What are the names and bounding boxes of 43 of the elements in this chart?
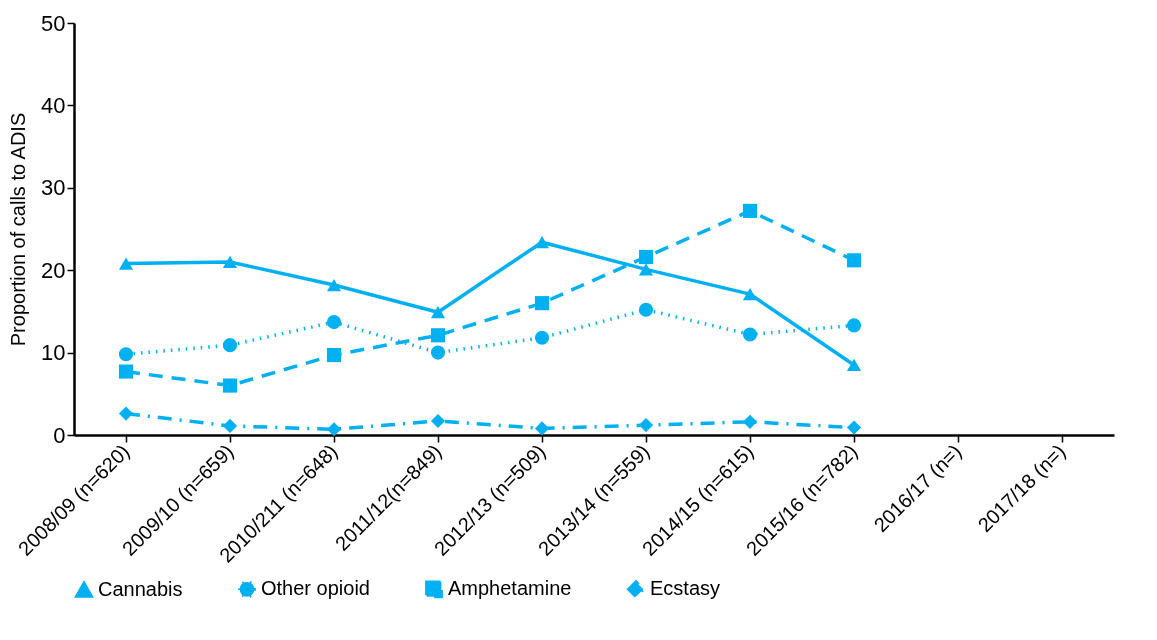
point <box>534 421 550 436</box>
legend-label: Other opioid <box>261 577 370 600</box>
point <box>742 327 758 342</box>
point <box>846 420 862 435</box>
point <box>846 318 862 333</box>
point <box>326 278 342 292</box>
point <box>430 306 446 319</box>
point <box>742 287 758 301</box>
point <box>534 236 550 249</box>
point <box>118 406 134 421</box>
point <box>638 418 654 433</box>
point <box>534 330 550 345</box>
legend-label: Ecstasy <box>650 577 721 600</box>
y-tick-label: 0 <box>53 422 66 448</box>
y-tick-label: 50 <box>41 10 66 36</box>
point <box>326 315 342 330</box>
point <box>222 255 238 269</box>
point <box>118 364 134 379</box>
point <box>742 203 758 218</box>
point <box>846 358 862 372</box>
point <box>118 347 134 362</box>
y-tick-label: 30 <box>41 175 66 201</box>
y-axis-title: Proportion of calls to ADIS <box>7 112 30 347</box>
point <box>638 302 654 317</box>
point <box>742 414 758 429</box>
y-tick-label: 10 <box>41 340 66 366</box>
point <box>846 253 862 268</box>
point <box>222 378 238 393</box>
point <box>222 418 238 434</box>
legend-label: Amphetamine <box>448 577 572 600</box>
point <box>326 422 342 437</box>
point <box>430 345 446 360</box>
point <box>534 296 550 311</box>
point <box>638 263 654 276</box>
point <box>326 348 342 363</box>
point <box>430 328 446 343</box>
point <box>222 338 238 353</box>
y-tick-label: 40 <box>41 92 66 118</box>
y-tick-label: 20 <box>41 257 66 283</box>
legend-label: Cannabis <box>98 577 183 600</box>
point <box>638 249 654 265</box>
point <box>118 257 134 270</box>
point <box>430 413 446 429</box>
